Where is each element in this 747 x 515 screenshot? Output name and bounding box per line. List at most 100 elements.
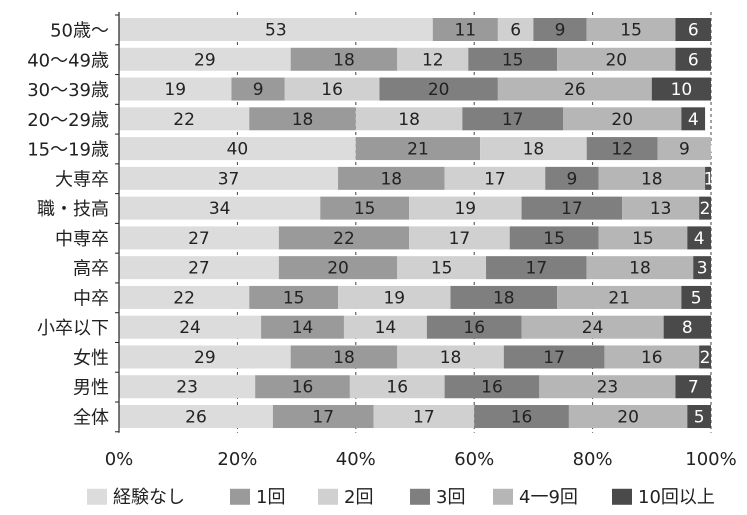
category-label: 小卒以下 bbox=[37, 318, 109, 339]
legend-label: 3回 bbox=[436, 487, 465, 508]
legend-label: 2回 bbox=[344, 487, 373, 508]
bar-segment bbox=[651, 77, 711, 101]
legend-swatch bbox=[612, 488, 632, 505]
data-label: 9 bbox=[253, 80, 264, 100]
data-label: 26 bbox=[185, 408, 207, 428]
category-label: 中専卒 bbox=[55, 229, 109, 250]
data-label: 16 bbox=[463, 318, 485, 338]
bar-segment bbox=[545, 166, 599, 190]
data-label: 8 bbox=[682, 318, 693, 338]
bar-segment bbox=[657, 137, 711, 161]
data-label: 17 bbox=[561, 199, 583, 219]
bar-segment bbox=[320, 196, 410, 220]
data-label: 29 bbox=[194, 348, 216, 368]
bar-segment bbox=[444, 375, 540, 399]
data-label: 5 bbox=[694, 408, 705, 428]
data-label: 27 bbox=[188, 229, 210, 249]
bar-segment bbox=[249, 285, 339, 309]
data-label: 17 bbox=[449, 229, 471, 249]
category-label: 40～49歳 bbox=[27, 50, 109, 71]
legend-swatch bbox=[87, 488, 107, 505]
bar-segment bbox=[119, 137, 356, 161]
data-label: 20 bbox=[605, 50, 627, 70]
data-label: 23 bbox=[597, 378, 619, 398]
x-tick-label: 0% bbox=[105, 449, 134, 470]
bar-segment bbox=[397, 47, 469, 71]
data-label: 19 bbox=[383, 288, 405, 308]
data-label: 21 bbox=[407, 140, 429, 160]
data-label: 18 bbox=[641, 169, 663, 189]
bar-segment bbox=[426, 315, 522, 339]
category-label: 50歳～ bbox=[50, 21, 109, 42]
data-label: 14 bbox=[375, 318, 397, 338]
bar-segment bbox=[468, 47, 558, 71]
data-label: 4 bbox=[694, 229, 705, 249]
bar-segment bbox=[432, 18, 498, 41]
bar-segment bbox=[509, 226, 599, 250]
data-label: 17 bbox=[543, 348, 565, 368]
x-tick-label: 40% bbox=[336, 449, 376, 470]
data-label: 15 bbox=[283, 288, 305, 308]
bar-segment bbox=[675, 47, 711, 71]
bar-segment bbox=[699, 345, 711, 369]
bar-segment bbox=[119, 77, 232, 101]
bar-segment bbox=[444, 166, 546, 190]
category-label: 高卒 bbox=[73, 259, 109, 280]
data-label: 20 bbox=[617, 408, 639, 428]
data-label: 53 bbox=[265, 21, 287, 41]
x-tick-label: 80% bbox=[573, 449, 613, 470]
data-label: 26 bbox=[564, 80, 586, 100]
data-label: 16 bbox=[481, 378, 503, 398]
legend-label: 経験なし bbox=[113, 487, 185, 508]
category-label: 全体 bbox=[73, 408, 109, 429]
bar-segment bbox=[586, 256, 694, 280]
bar-segment bbox=[290, 345, 398, 369]
bar-segment bbox=[497, 18, 534, 41]
bar-segment bbox=[231, 77, 285, 101]
data-label: 15 bbox=[632, 229, 654, 249]
data-label: 20 bbox=[327, 259, 349, 279]
bar-segment bbox=[119, 196, 321, 220]
bar-segment bbox=[349, 375, 445, 399]
data-label: 10 bbox=[671, 80, 693, 100]
data-label: 24 bbox=[179, 318, 201, 338]
bar-segment bbox=[521, 315, 664, 339]
bar-segment bbox=[379, 77, 498, 101]
data-label: 0 bbox=[710, 140, 721, 160]
bar-segment bbox=[119, 107, 250, 131]
data-label: 6 bbox=[688, 50, 699, 70]
bar-segment bbox=[355, 137, 481, 161]
data-label: 29 bbox=[194, 50, 216, 70]
bar-segment bbox=[272, 405, 374, 429]
category-label: 20～29歳 bbox=[27, 110, 109, 131]
data-label: 2 bbox=[700, 348, 711, 368]
bar-segment bbox=[480, 137, 587, 161]
category-label: 15～19歳 bbox=[27, 140, 109, 161]
bar-segment bbox=[557, 285, 682, 309]
legend-label: 10回以上 bbox=[638, 487, 715, 508]
data-label: 17 bbox=[413, 408, 435, 428]
axes: 50歳～ 40～49歳 30～39歳 20～29歳 15～19歳大専卒職・技高中専卒高卒… bbox=[27, 12, 737, 470]
bar-segment bbox=[598, 226, 688, 250]
data-label: 2 bbox=[700, 199, 711, 219]
data-label: 18 bbox=[523, 140, 545, 160]
data-label: 6 bbox=[688, 21, 699, 41]
bar-segment bbox=[338, 166, 445, 190]
bar-segment bbox=[462, 107, 563, 131]
data-label: 14 bbox=[292, 318, 314, 338]
bar-segment bbox=[705, 166, 711, 190]
data-label: 19 bbox=[164, 80, 186, 100]
bar-segment bbox=[119, 345, 291, 369]
data-label: 24 bbox=[582, 318, 604, 338]
bar-segment bbox=[119, 47, 291, 71]
bar-segment bbox=[675, 375, 711, 399]
legend-swatch bbox=[493, 488, 513, 505]
data-label: 15 bbox=[502, 50, 524, 70]
bar-segment bbox=[568, 405, 688, 429]
bar-segment bbox=[604, 345, 700, 369]
data-label: 15 bbox=[543, 229, 565, 249]
legend-label: 4一9回 bbox=[519, 487, 578, 508]
category-label: 職・技高 bbox=[37, 199, 109, 220]
